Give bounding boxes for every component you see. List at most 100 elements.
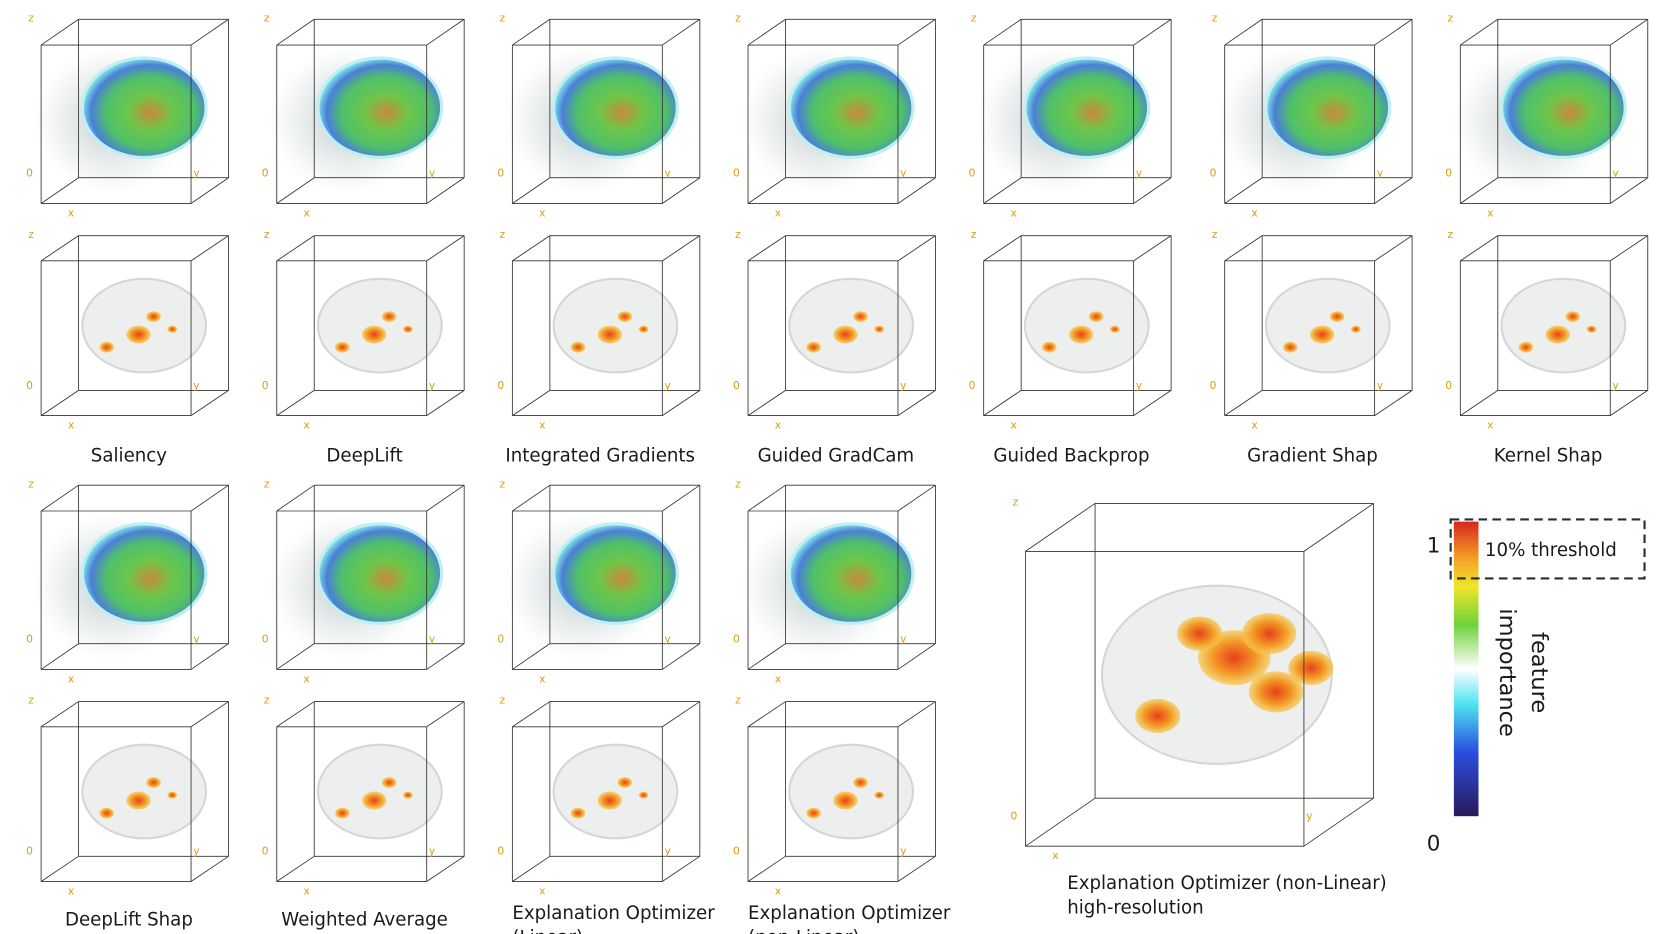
axis-label: z (1447, 11, 1453, 24)
axis-label: y (429, 379, 436, 392)
brain-volume (316, 522, 444, 625)
importance-region (1068, 325, 1094, 344)
axis-label: x (1487, 206, 1493, 219)
cube-edge (897, 701, 936, 728)
axis-label: x (1251, 418, 1257, 431)
panel-label: Explanation Optimizer (748, 903, 951, 924)
axis-label: x (539, 206, 545, 219)
volume-plot: z 0 x y (26, 694, 229, 897)
cube-edge (426, 855, 465, 882)
cube-edge (747, 701, 786, 728)
axis-label: 0 (26, 379, 33, 392)
axis-label: z (500, 11, 506, 24)
importance-region (833, 791, 858, 810)
importance-region (381, 311, 397, 323)
importance-region (617, 777, 633, 788)
colorbar: 1 0 10% threshold feature importance (1427, 518, 1646, 856)
cube-edge (426, 235, 465, 262)
volume-plot: z 0 x y (969, 228, 1172, 431)
axis-label: 0 (733, 633, 740, 646)
axis-label: z (735, 477, 741, 490)
axis-label: y (1136, 379, 1143, 392)
axis-label: 0 (497, 633, 504, 646)
axis-label: x (68, 418, 74, 431)
importance-region (403, 791, 413, 799)
cube-edge (1374, 18, 1413, 46)
importance-region (1545, 325, 1570, 344)
axis-label: 0 (1445, 379, 1452, 392)
importance-region (1518, 341, 1534, 353)
importance-region (1088, 311, 1104, 323)
axis-label: z (735, 694, 741, 707)
axis-label: y (193, 845, 200, 858)
axis-label: y (429, 633, 436, 646)
volume-plot: z 0 x y (733, 11, 936, 219)
volume-plot: z 0 x y (1210, 228, 1413, 431)
importance-region (597, 791, 623, 810)
cube-edge (276, 177, 315, 204)
axis-label: 0 (733, 379, 740, 392)
cube-edge (190, 484, 229, 512)
panel-label: DeepLift Shap (65, 909, 193, 930)
importance-region (1351, 325, 1361, 333)
cube-edge (276, 484, 315, 512)
brain-volume (316, 56, 444, 160)
panel-label: Saliency (91, 446, 168, 467)
importance-region (638, 325, 649, 333)
cube-edge (512, 18, 551, 46)
cube-edge (662, 855, 701, 882)
cube-edge (747, 484, 786, 512)
panel-label: Guided GradCam (758, 446, 915, 467)
importance-region (1288, 650, 1334, 686)
importance-region (126, 791, 151, 810)
cube-edge (1374, 390, 1413, 416)
axis-label: y (1306, 809, 1313, 822)
volume-plot: z 0 x y (497, 477, 701, 685)
axis-label: 0 (1210, 379, 1217, 392)
panel-label: Kernel Shap (1494, 446, 1603, 467)
cube-edge (662, 484, 701, 512)
importance-region (126, 325, 151, 344)
axis-label: z (500, 477, 506, 490)
cube-edge (1460, 177, 1499, 204)
panel-label: (non-Linear) (748, 928, 859, 934)
cube-edge (40, 235, 79, 262)
volume-plot: z 0 x y (733, 228, 936, 431)
axis-label: 0 (262, 379, 269, 392)
axis-label: y (900, 845, 907, 858)
volume-plot: z 0 x y (1445, 11, 1649, 219)
cube-edge (40, 390, 79, 416)
cube-edge (426, 701, 465, 728)
brain-volume (80, 56, 208, 160)
cube-edge (426, 643, 465, 670)
cube-edge (1133, 177, 1172, 204)
panel-label: Explanation Optimizer (non-Linear) (1067, 873, 1387, 894)
volume-plot: z 0 x y (1445, 228, 1649, 431)
brain-outline (316, 743, 443, 840)
axis-label: z (1212, 11, 1218, 24)
colorbar-max: 1 (1427, 534, 1441, 559)
axis-label: 0 (497, 845, 504, 858)
cube-edge (1133, 390, 1172, 416)
axis-label: z (500, 694, 506, 707)
volume-plot: z 0 x y (969, 11, 1172, 219)
cube-edge (190, 643, 229, 670)
brain-outline (1500, 277, 1627, 374)
importance-region (638, 791, 649, 799)
cube-edge (276, 643, 315, 670)
cube-edge (1133, 235, 1172, 262)
axis-label: y (429, 845, 436, 858)
axis-label: y (1377, 167, 1384, 180)
importance-region (335, 341, 350, 353)
axis-label: 0 (26, 633, 33, 646)
axis-label: z (1013, 496, 1019, 509)
importance-region (570, 341, 586, 353)
axis-label: z (28, 228, 34, 241)
threshold-box (1449, 518, 1646, 580)
volume-plot: z 0 x y (497, 11, 701, 219)
volume-plot: z 0 x y (262, 694, 465, 897)
cube-edge (276, 18, 315, 46)
cube-edge (747, 177, 786, 204)
cube-edge (1460, 390, 1499, 416)
volume-plot: z 0 x y (497, 228, 701, 431)
